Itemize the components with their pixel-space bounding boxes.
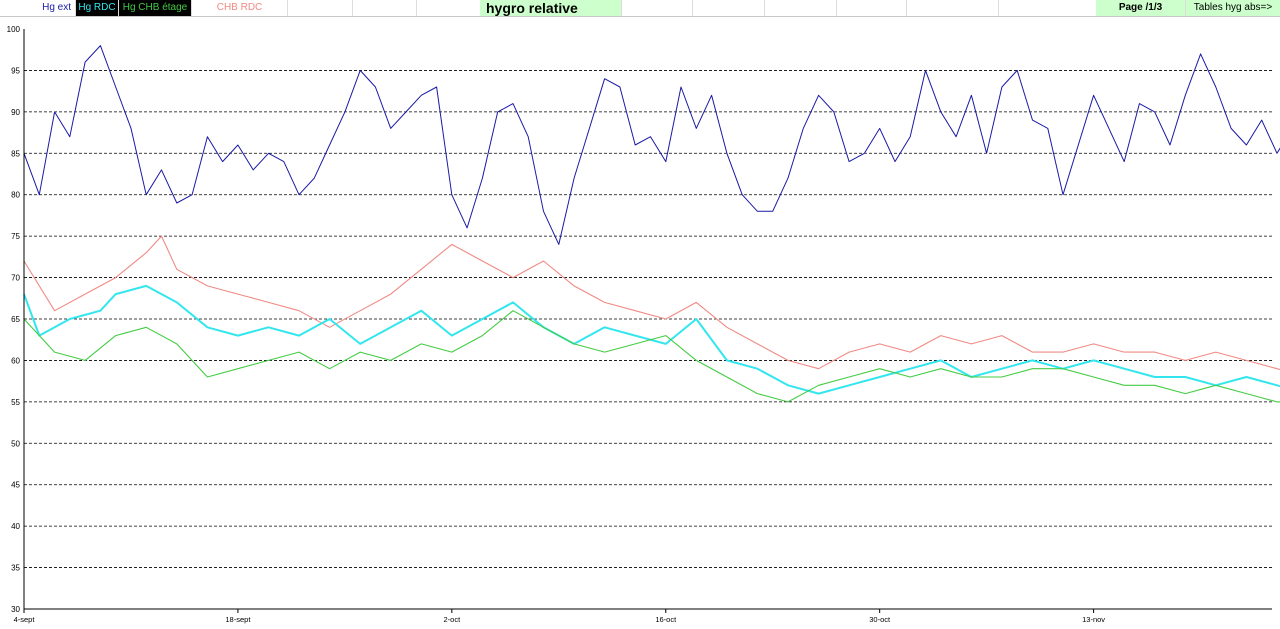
series-line-hg-chb-tage: [23, 310, 1280, 403]
y-tick-label: 90: [11, 108, 20, 117]
series-group: [23, 45, 1280, 403]
y-tick-label: 40: [11, 522, 20, 531]
x-tick-label: 16-oct: [655, 615, 677, 624]
y-tick-label: 60: [11, 356, 20, 365]
y-tick-label: 30: [11, 605, 20, 614]
legend-hg-rdc: Hg RDC: [76, 0, 119, 16]
y-tick-label: 35: [11, 564, 20, 573]
y-tick-label: 50: [11, 439, 20, 448]
legend-hg-ext: Hg ext: [0, 0, 76, 16]
legend-chb-rdc: CHB RDC: [192, 0, 288, 16]
header-grid-separator: [416, 0, 417, 16]
y-tick-label: 100: [7, 25, 21, 34]
x-tick-label: 4-sept: [14, 615, 36, 624]
page-indicator: Page /1/3: [1096, 0, 1186, 16]
x-tick-label: 30-oct: [869, 615, 891, 624]
chart-title: hygro relative: [480, 0, 622, 16]
header-grid-separator: [998, 0, 999, 16]
header-grid-separator: [906, 0, 907, 16]
series-line-chb-rdc: [23, 235, 1280, 371]
x-tick-label: 18-sept: [225, 615, 251, 624]
y-tick-label: 70: [11, 274, 20, 283]
x-tick-label: 2-oct: [443, 615, 461, 624]
y-tick-label: 85: [11, 149, 20, 158]
y-tick-label: 45: [11, 481, 20, 490]
legend-label: Hg ext: [42, 2, 71, 13]
x-tick-label: 13-nov: [1082, 615, 1105, 624]
y-tick-label: 80: [11, 191, 20, 200]
series-line-hg-ext: [23, 45, 1280, 245]
grid-lines: [24, 70, 1272, 568]
header-grid-separator: [836, 0, 837, 16]
legend-label: CHB RDC: [216, 2, 263, 13]
header-grid-separator: [352, 0, 353, 16]
header-grid-separator: [764, 0, 765, 16]
header-bar: Hg ext Hg RDC Hg CHB étage CHB RDC hygro…: [0, 0, 1280, 17]
y-tick-label: 55: [11, 398, 20, 407]
legend-label: Hg CHB étage: [122, 2, 188, 13]
y-tick-label: 75: [11, 232, 20, 241]
header-grid-separator: [692, 0, 693, 16]
legend-label: Hg RDC: [78, 2, 116, 13]
series-line-hg-rdc: [23, 284, 1280, 395]
y-tick-label: 65: [11, 315, 20, 324]
legend-hg-chb-etage: Hg CHB étage: [119, 0, 192, 16]
tables-hyg-abs-link[interactable]: Tables hyg abs=>: [1186, 0, 1280, 16]
y-tick-label: 95: [11, 66, 20, 75]
axes: 30 35 40 45 50 55 60 65 70 75 80 85 90 95 100 4-sept 18-…: [7, 25, 1272, 624]
